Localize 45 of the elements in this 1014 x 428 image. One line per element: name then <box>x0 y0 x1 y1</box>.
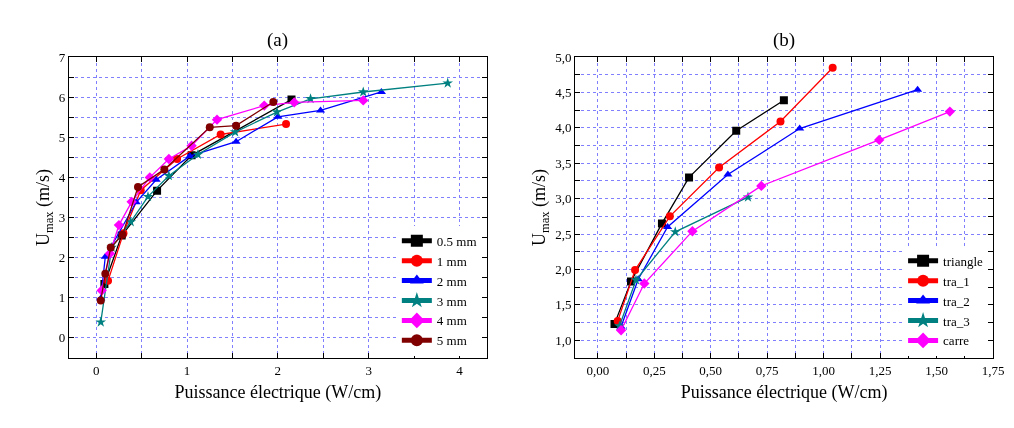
y-tick-label: 6 <box>58 89 66 105</box>
y-tick-label: 2 <box>58 250 66 266</box>
y-tick-label: 3,5 <box>555 155 572 171</box>
x-tick-label: 1,75 <box>981 362 1005 378</box>
x-tick-label: 1,00 <box>812 362 836 378</box>
y-tick-label: 1,5 <box>555 297 572 313</box>
x-tick-label: 2 <box>274 362 282 378</box>
x-tick-label: 1 <box>183 362 191 378</box>
x-axis-title: Puissance électrique (W/cm) <box>174 381 382 403</box>
y-tick-label: 4,0 <box>555 120 572 136</box>
legend-label: tra_2 <box>943 293 970 309</box>
x-axis-title: Puissance électrique (W/cm) <box>680 381 888 403</box>
x-tick-label: 0 <box>92 362 100 378</box>
y-tick-label: 2,5 <box>555 226 572 242</box>
y-tick-label: 7 <box>58 49 66 65</box>
legend-label: tra_1 <box>943 273 970 289</box>
y-tick-label: 5 <box>58 129 66 145</box>
legend-label: triangle <box>943 253 984 269</box>
x-tick-label: 1,50 <box>925 362 948 378</box>
legend-label: tra_3 <box>943 313 970 329</box>
legend-label: 1 mm <box>436 253 467 269</box>
y-tick-label: 4,5 <box>555 85 572 101</box>
legend-label: 0.5 mm <box>436 233 477 249</box>
y-tick-label: 0 <box>58 330 66 346</box>
chart-title: (a) <box>267 29 289 51</box>
x-tick-label: 0,25 <box>642 362 666 378</box>
y-tick-label: 1,0 <box>555 332 572 348</box>
x-tick-label: 1,25 <box>868 362 892 378</box>
y-tick-label: 5,0 <box>555 49 572 65</box>
x-tick-label: 0,75 <box>755 362 779 378</box>
x-tick-label: 0,50 <box>699 362 723 378</box>
x-tick-label: 4 <box>456 362 464 378</box>
y-tick-label: 2,0 <box>555 261 572 277</box>
legend-label: 2 mm <box>436 273 467 289</box>
y-tick-label: 3 <box>58 210 66 226</box>
x-tick-label: 0,00 <box>586 362 610 378</box>
x-tick-label: 3 <box>365 362 372 378</box>
legend-label: 3 mm <box>436 293 467 309</box>
legend-label: carre <box>943 333 970 349</box>
legend-label: 4 mm <box>436 313 467 329</box>
y-tick-label: 4 <box>58 169 66 185</box>
y-tick-label: 1 <box>58 290 66 306</box>
y-tick-label: 3,0 <box>555 191 572 207</box>
chart-title: (b) <box>773 29 796 51</box>
legend-label: 5 mm <box>436 333 467 349</box>
